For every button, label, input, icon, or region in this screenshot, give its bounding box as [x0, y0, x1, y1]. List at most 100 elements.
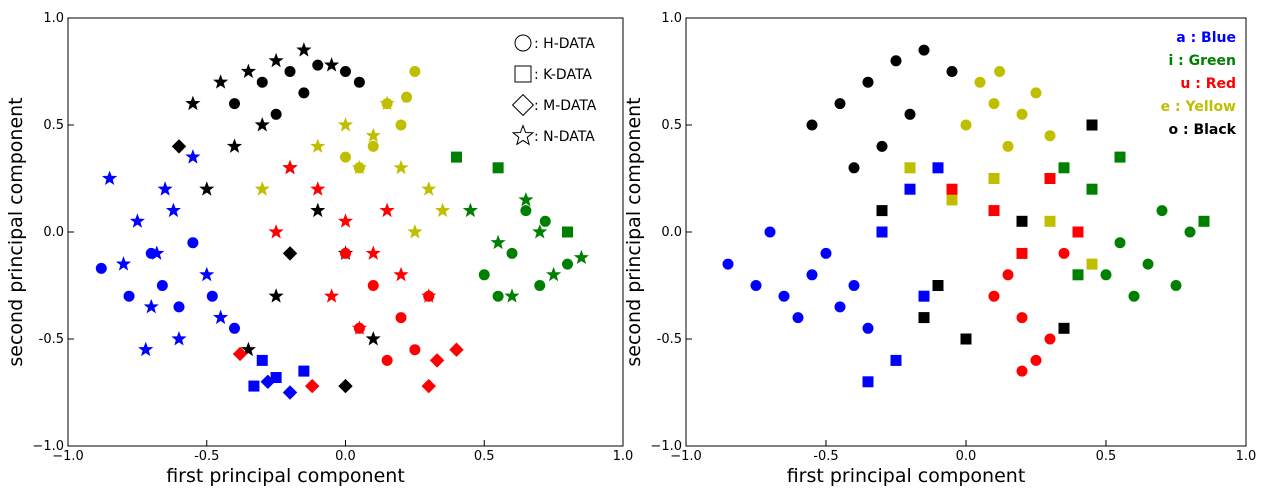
- point: [187, 237, 199, 249]
- y-tick-label: -0.5: [657, 332, 682, 347]
- point: [918, 44, 930, 56]
- point: [324, 57, 340, 72]
- point: [143, 299, 159, 314]
- point: [173, 301, 185, 313]
- point: [1086, 119, 1098, 131]
- point: [848, 162, 860, 174]
- point: [876, 226, 888, 238]
- point: [401, 91, 413, 103]
- point: [298, 365, 310, 377]
- point: [1086, 183, 1098, 195]
- point: [946, 66, 958, 77]
- point: [270, 108, 282, 120]
- point: [562, 226, 573, 238]
- point: [296, 42, 312, 57]
- point: [1044, 333, 1056, 345]
- point: [1156, 205, 1168, 217]
- point: [284, 66, 296, 77]
- x-tick-label: -0.5: [194, 449, 219, 464]
- legend-label: : H-DATA: [534, 36, 595, 52]
- point: [171, 331, 187, 346]
- legend-label: i : Green: [1169, 53, 1237, 69]
- point: [946, 194, 958, 206]
- legend-label: o : Black: [1169, 122, 1237, 138]
- point: [1030, 87, 1042, 99]
- point: [171, 139, 187, 154]
- x-tick-label: 1.0: [613, 449, 634, 464]
- point: [1016, 365, 1028, 377]
- point: [994, 66, 1006, 77]
- point: [213, 74, 229, 89]
- point: [449, 342, 464, 357]
- point: [778, 290, 790, 302]
- point: [256, 354, 268, 366]
- point: [534, 280, 546, 291]
- point: [532, 224, 548, 239]
- point: [268, 52, 284, 68]
- point: [1044, 215, 1056, 227]
- point: [506, 247, 518, 259]
- point: [337, 213, 354, 228]
- point: [270, 372, 282, 384]
- point: [206, 290, 218, 302]
- x-tick-label: -0.5: [813, 449, 838, 464]
- point: [1016, 312, 1028, 324]
- point: [520, 205, 532, 217]
- point: [353, 162, 365, 174]
- point: [185, 149, 201, 164]
- point: [435, 202, 451, 218]
- point: [213, 309, 229, 325]
- point: [904, 108, 916, 120]
- point: [960, 119, 972, 131]
- point: [904, 183, 916, 195]
- point: [138, 341, 154, 357]
- point: [429, 353, 445, 368]
- point: [409, 344, 421, 356]
- y-tick-label: 1.0: [43, 11, 64, 26]
- point: [932, 280, 944, 291]
- point: [123, 290, 135, 302]
- point: [1016, 247, 1028, 259]
- point: [324, 288, 340, 303]
- point: [539, 215, 551, 227]
- point: [1184, 226, 1196, 238]
- point: [165, 202, 181, 218]
- point: [1072, 226, 1084, 238]
- point: [1044, 173, 1056, 184]
- point: [974, 76, 986, 88]
- y-tick-label: 1.0: [661, 11, 682, 26]
- point: [248, 380, 260, 392]
- x-tick-label: −1.0: [52, 449, 84, 464]
- point: [232, 346, 248, 362]
- point: [918, 312, 930, 324]
- legend-marker: [511, 124, 535, 146]
- point: [1114, 151, 1126, 163]
- point: [988, 98, 1000, 110]
- point: [365, 245, 381, 260]
- point: [421, 378, 436, 394]
- point: [573, 249, 589, 265]
- point: [1114, 237, 1126, 249]
- point: [451, 151, 462, 163]
- legend-label: a : Blue: [1176, 30, 1236, 46]
- point: [312, 59, 324, 71]
- legend-label: : N-DATA: [534, 129, 595, 145]
- point: [848, 280, 860, 291]
- legend-label: u : Red: [1180, 76, 1236, 92]
- point: [750, 280, 762, 291]
- point: [282, 246, 298, 261]
- point: [353, 76, 365, 88]
- point: [240, 341, 256, 357]
- point: [1058, 162, 1070, 174]
- point: [268, 224, 284, 239]
- point: [932, 162, 944, 174]
- point: [381, 354, 393, 366]
- point: [337, 117, 354, 132]
- point: [145, 247, 157, 259]
- y-tick-label: 0.5: [661, 118, 682, 133]
- point: [240, 63, 256, 78]
- point: [1086, 258, 1098, 270]
- point: [478, 269, 490, 281]
- point: [1044, 130, 1056, 142]
